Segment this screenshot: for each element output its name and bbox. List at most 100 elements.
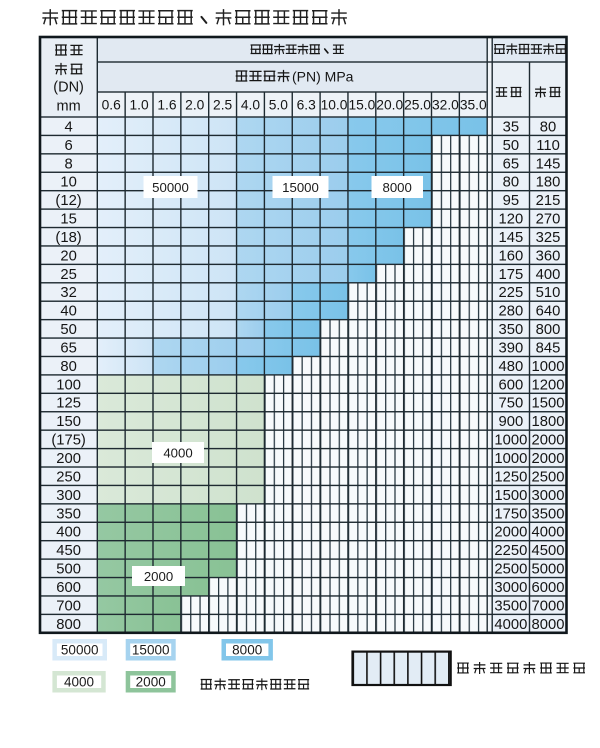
svg-text:65: 65 xyxy=(60,340,76,356)
svg-text:6: 6 xyxy=(64,138,72,154)
svg-text:8000: 8000 xyxy=(383,180,412,195)
svg-text:450: 450 xyxy=(56,543,81,559)
svg-text:640: 640 xyxy=(536,304,561,320)
svg-text:2.0: 2.0 xyxy=(185,98,205,113)
svg-text:400: 400 xyxy=(536,267,561,283)
svg-text:510: 510 xyxy=(536,285,561,301)
svg-text:4000: 4000 xyxy=(532,525,565,541)
svg-text:800: 800 xyxy=(56,617,81,633)
svg-text:1800: 1800 xyxy=(532,414,565,430)
svg-text:2000: 2000 xyxy=(532,433,565,449)
svg-text:4: 4 xyxy=(64,119,72,135)
svg-text:1250: 1250 xyxy=(494,469,527,485)
svg-text:1750: 1750 xyxy=(494,506,527,522)
svg-text:480: 480 xyxy=(498,359,523,375)
svg-text:4.0: 4.0 xyxy=(241,98,261,113)
svg-text:10: 10 xyxy=(60,175,76,191)
svg-text:200: 200 xyxy=(56,451,81,467)
svg-text:3000: 3000 xyxy=(532,488,565,504)
svg-text:100: 100 xyxy=(56,377,81,393)
svg-text:600: 600 xyxy=(56,580,81,596)
svg-text:2000: 2000 xyxy=(136,675,166,690)
svg-text:3500: 3500 xyxy=(494,598,527,614)
svg-text:mm: mm xyxy=(57,99,81,115)
svg-text:2000: 2000 xyxy=(532,451,565,467)
svg-text:15: 15 xyxy=(60,212,76,228)
svg-text:4000: 4000 xyxy=(64,675,94,690)
svg-text:145: 145 xyxy=(498,230,523,246)
svg-text:300: 300 xyxy=(56,488,81,504)
svg-text:280: 280 xyxy=(498,304,523,320)
svg-text:1000: 1000 xyxy=(532,359,565,375)
svg-text:50: 50 xyxy=(503,138,519,154)
svg-text:110: 110 xyxy=(536,138,560,154)
svg-text:2000: 2000 xyxy=(494,525,527,541)
svg-text:700: 700 xyxy=(56,598,81,614)
svg-text:1000: 1000 xyxy=(494,451,527,467)
svg-text:350: 350 xyxy=(56,506,81,522)
svg-text:250: 250 xyxy=(56,469,81,485)
svg-text:900: 900 xyxy=(498,414,523,430)
svg-text:80: 80 xyxy=(60,359,76,375)
svg-text:6000: 6000 xyxy=(532,580,565,596)
svg-text:(DN): (DN) xyxy=(53,80,84,96)
svg-text:2250: 2250 xyxy=(494,543,527,559)
svg-text:225: 225 xyxy=(498,285,523,301)
svg-text:35.0: 35.0 xyxy=(460,98,487,113)
svg-text:8000: 8000 xyxy=(532,617,565,633)
svg-text:1000: 1000 xyxy=(494,433,527,449)
svg-text:4000: 4000 xyxy=(163,446,192,461)
svg-text:65: 65 xyxy=(503,156,519,172)
svg-text:390: 390 xyxy=(498,340,523,356)
svg-text:(175): (175) xyxy=(51,433,86,449)
svg-text:800: 800 xyxy=(536,322,561,338)
svg-text:(PN) MPa: (PN) MPa xyxy=(292,69,354,85)
svg-text:7000: 7000 xyxy=(532,598,565,614)
svg-text:50000: 50000 xyxy=(61,643,99,658)
svg-text:35: 35 xyxy=(503,119,519,135)
svg-text:4000: 4000 xyxy=(494,617,527,633)
svg-text:350: 350 xyxy=(498,322,523,338)
svg-text:32.0: 32.0 xyxy=(432,98,459,113)
svg-text:20: 20 xyxy=(60,248,76,264)
svg-text:15000: 15000 xyxy=(132,643,170,658)
svg-text:150: 150 xyxy=(56,414,81,430)
svg-text:120: 120 xyxy=(498,212,523,228)
svg-text:20.0: 20.0 xyxy=(376,98,403,113)
svg-text:175: 175 xyxy=(498,267,523,283)
svg-text:750: 750 xyxy=(498,396,523,412)
svg-text:1.0: 1.0 xyxy=(129,98,149,113)
svg-text:3000: 3000 xyxy=(494,580,527,596)
svg-text:600: 600 xyxy=(498,377,523,393)
svg-text:10.0: 10.0 xyxy=(321,98,348,113)
svg-text:15.0: 15.0 xyxy=(348,98,375,113)
svg-text:25.0: 25.0 xyxy=(404,98,431,113)
svg-text:8000: 8000 xyxy=(232,643,262,658)
svg-text:(18): (18) xyxy=(55,230,81,246)
svg-text:500: 500 xyxy=(56,562,81,578)
svg-text:160: 160 xyxy=(498,248,523,264)
svg-text:80: 80 xyxy=(540,119,556,135)
svg-text:3500: 3500 xyxy=(532,506,565,522)
svg-text:15000: 15000 xyxy=(282,180,319,195)
svg-text:50000: 50000 xyxy=(152,180,189,195)
svg-text:40: 40 xyxy=(60,304,76,320)
svg-text:325: 325 xyxy=(536,230,561,246)
svg-text:2500: 2500 xyxy=(494,562,527,578)
svg-text:400: 400 xyxy=(56,525,81,541)
svg-text:1500: 1500 xyxy=(532,396,565,412)
svg-text:0.6: 0.6 xyxy=(102,98,122,113)
svg-text:50: 50 xyxy=(60,322,76,338)
svg-text:5.0: 5.0 xyxy=(269,98,289,113)
svg-text:845: 845 xyxy=(536,340,561,356)
svg-text:215: 215 xyxy=(536,193,561,209)
svg-text:1.6: 1.6 xyxy=(157,98,177,113)
svg-text:270: 270 xyxy=(536,212,561,228)
svg-text:360: 360 xyxy=(536,248,561,264)
svg-text:5000: 5000 xyxy=(532,562,565,578)
svg-text:95: 95 xyxy=(503,193,519,209)
svg-text:180: 180 xyxy=(536,175,561,191)
svg-text:6.3: 6.3 xyxy=(297,98,317,113)
svg-text:2500: 2500 xyxy=(532,469,565,485)
svg-text:2.5: 2.5 xyxy=(213,98,233,113)
